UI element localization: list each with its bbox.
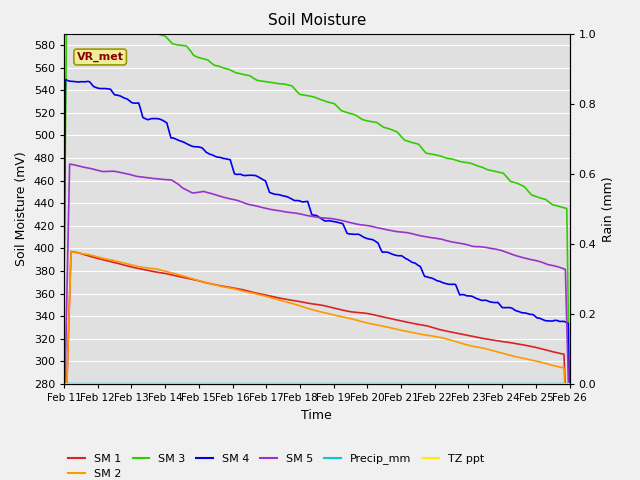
Legend: SM 1, SM 2, SM 3, SM 4, SM 5, Precip_mm, TZ ppt: SM 1, SM 2, SM 3, SM 4, SM 5, Precip_mm,…	[64, 449, 489, 480]
Text: VR_met: VR_met	[77, 52, 124, 62]
Y-axis label: Rain (mm): Rain (mm)	[602, 176, 615, 241]
Y-axis label: Soil Moisture (mV): Soil Moisture (mV)	[15, 151, 28, 266]
X-axis label: Time: Time	[301, 408, 332, 421]
Title: Soil Moisture: Soil Moisture	[268, 13, 366, 28]
